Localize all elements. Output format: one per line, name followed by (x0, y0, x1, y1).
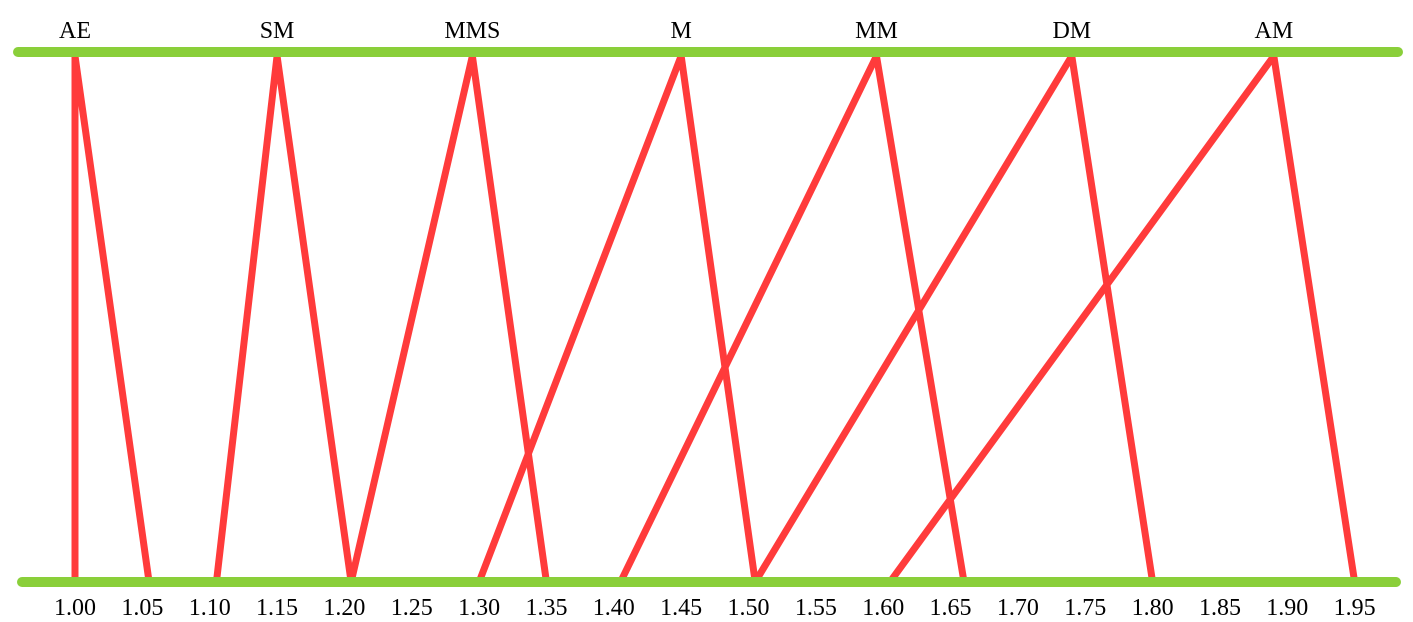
top-label-m: M (670, 18, 691, 44)
top-label-mm: MM (855, 18, 898, 44)
scale-label: 1.05 (121, 595, 163, 621)
scale-label: 1.30 (458, 595, 500, 621)
triangle-mms-edges (347, 52, 550, 586)
scale-label: 1.55 (795, 595, 837, 621)
scale-label: 1.95 (1334, 595, 1376, 621)
scale-label: 1.00 (54, 595, 96, 621)
top-labels: AE SM MMS M MM DM AM (59, 18, 1293, 44)
triangle-sm (212, 52, 355, 586)
scale-label: 1.35 (525, 595, 567, 621)
top-label-ae: AE (59, 18, 91, 44)
triangle-am-edges (886, 52, 1359, 586)
scale-labels: 1.00 1.05 1.10 1.15 1.20 1.25 1.30 1.35 1.40 1.45… (54, 595, 1376, 621)
top-label-sm: SM (260, 18, 295, 44)
triangle-sm-edges (212, 52, 355, 586)
membership-triangles (71, 52, 1359, 586)
scale-label: 1.15 (256, 595, 298, 621)
triangle-ae (71, 52, 153, 586)
scale-label: 1.40 (593, 595, 635, 621)
scale-label: 1.10 (189, 595, 231, 621)
top-label-am: AM (1254, 18, 1293, 44)
triangle-mms (347, 52, 550, 586)
scale-label: 1.20 (323, 595, 365, 621)
triangle-m-edges (475, 52, 759, 586)
top-label-dm: DM (1052, 18, 1091, 44)
scale-label: 1.25 (391, 595, 433, 621)
scale-label: 1.65 (930, 595, 972, 621)
scale-label: 1.60 (862, 595, 904, 621)
scale-label: 1.75 (1064, 595, 1106, 621)
scale-label: 1.70 (997, 595, 1039, 621)
scale-label: 1.50 (728, 595, 770, 621)
triangle-ae-edges (71, 52, 153, 586)
scale-label: 1.45 (660, 595, 702, 621)
scale-label: 1.80 (1132, 595, 1174, 621)
triangle-am (886, 52, 1359, 586)
scale-label: 1.85 (1199, 595, 1241, 621)
top-label-mms: MMS (444, 18, 500, 44)
scale-label: 1.90 (1266, 595, 1308, 621)
triangle-m (475, 52, 759, 586)
